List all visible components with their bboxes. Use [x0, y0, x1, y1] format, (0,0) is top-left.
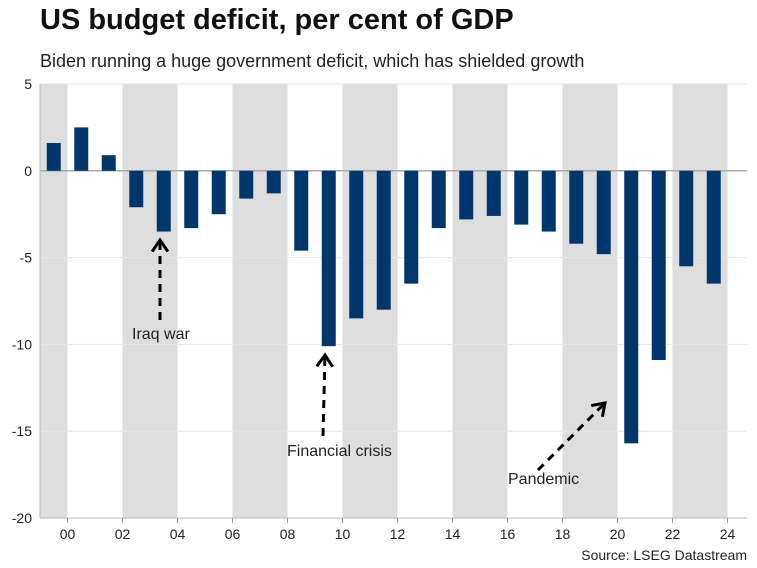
y-tick-label: 5	[24, 76, 32, 92]
bar-2018	[541, 170, 556, 232]
bar-2010	[321, 170, 336, 347]
annotation-label: Financial crisis	[287, 443, 392, 460]
chart-title: US budget deficit, per cent of GDP	[40, 4, 514, 36]
x-tick-label: 14	[445, 526, 461, 542]
annotation-arrow	[321, 354, 327, 437]
background-band	[562, 84, 618, 518]
x-tick-label: 22	[665, 526, 681, 542]
bar-2013	[404, 170, 419, 284]
bar-2000	[46, 143, 61, 171]
x-tick-label: 18	[555, 526, 571, 542]
x-tick-label: 04	[170, 526, 186, 542]
background-band	[122, 84, 178, 518]
background-band	[672, 84, 728, 518]
bar-2023	[679, 170, 694, 267]
x-tick-label: 02	[115, 526, 131, 542]
bar-2001	[74, 127, 89, 171]
bar-2022	[651, 170, 666, 361]
bar-2017	[514, 170, 529, 225]
y-tick-label: -5	[20, 250, 33, 266]
arrow-head-icon	[590, 401, 607, 418]
bar-2019	[569, 170, 584, 244]
y-tick-label: -20	[12, 510, 32, 526]
bar-2016	[486, 170, 501, 216]
bar-2003	[129, 170, 144, 208]
bar-2014	[431, 170, 446, 229]
y-tick-label: -15	[12, 423, 32, 439]
x-tick-label: 08	[280, 526, 296, 542]
y-tick-label: 0	[24, 163, 32, 179]
bar-2020	[596, 170, 611, 255]
source-note: Source: LSEG Datastream	[581, 547, 747, 563]
bar-2011	[349, 170, 364, 319]
x-tick-label: 20	[610, 526, 626, 542]
bar-2002	[101, 155, 116, 171]
bar-2004	[156, 170, 171, 232]
annotation-arrow	[536, 401, 607, 472]
bar-2006	[211, 170, 226, 215]
bar-2009	[294, 170, 309, 251]
bar-2008	[266, 170, 281, 194]
bar-2005	[184, 170, 199, 229]
arrow-head-icon	[315, 352, 334, 368]
annotation-label: Iraq war	[132, 326, 190, 343]
bar-2021	[624, 170, 639, 444]
y-tick-label: -10	[12, 336, 32, 352]
x-tick-label: 12	[390, 526, 406, 542]
chart-subtitle: Biden running a huge government deficit,…	[40, 51, 585, 71]
x-tick-label: 06	[225, 526, 241, 542]
bar-2012	[376, 170, 391, 310]
bar-2024	[706, 170, 721, 284]
bar-2015	[459, 170, 474, 220]
bar-2007	[239, 170, 254, 199]
annotation-label: Pandemic	[508, 471, 579, 488]
background-band	[452, 84, 508, 518]
background-band	[232, 84, 288, 518]
arrow-head-icon	[150, 237, 170, 253]
x-tick-label: 10	[335, 526, 351, 542]
x-tick-label: 16	[500, 526, 516, 542]
x-tick-label: 24	[720, 526, 736, 542]
x-tick-label: 00	[60, 526, 76, 542]
